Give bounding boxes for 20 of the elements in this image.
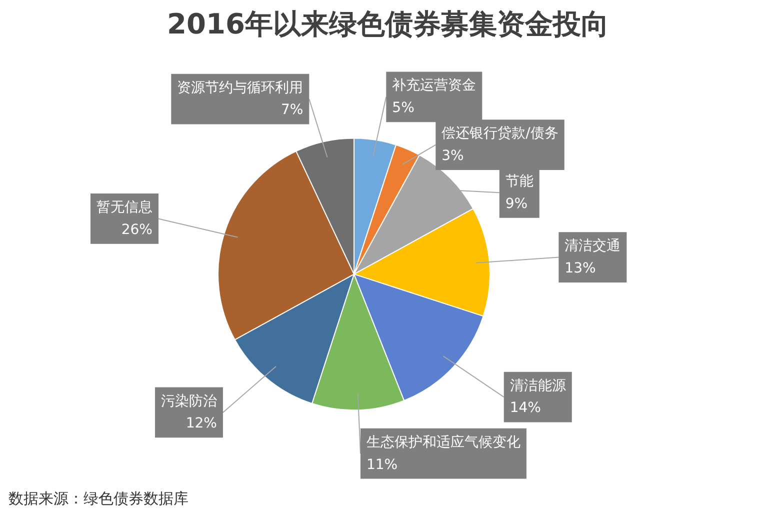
- source-note: 数据来源：绿色债券数据库: [8, 490, 188, 508]
- chart-title: 2016年以来绿色债券募集资金投向: [167, 8, 609, 40]
- data-label: 13%: [564, 260, 596, 276]
- data-label: 9%: [505, 196, 528, 212]
- slice-label: 清洁能源: [510, 378, 566, 394]
- slice-label: 补充运营资金: [392, 78, 476, 94]
- slice-label: 节能: [505, 173, 534, 190]
- slice-label: 污染防治: [160, 393, 217, 410]
- data-label: 12%: [186, 416, 217, 432]
- data-label: 26%: [121, 222, 152, 238]
- data-label: 3%: [442, 148, 464, 164]
- slice-label: 暂无信息: [96, 200, 152, 216]
- slice-label: 资源节约与循环利用: [177, 80, 304, 96]
- slice-label: 生态保护和适应气候变化: [366, 434, 520, 450]
- slice-label: 清洁交通: [564, 238, 621, 254]
- data-label: 11%: [366, 456, 398, 473]
- slice-label: 偿还银行贷款/债务: [442, 126, 558, 142]
- data-label: 14%: [510, 400, 541, 416]
- data-label: 5%: [392, 100, 414, 116]
- data-label: 7%: [280, 102, 304, 118]
